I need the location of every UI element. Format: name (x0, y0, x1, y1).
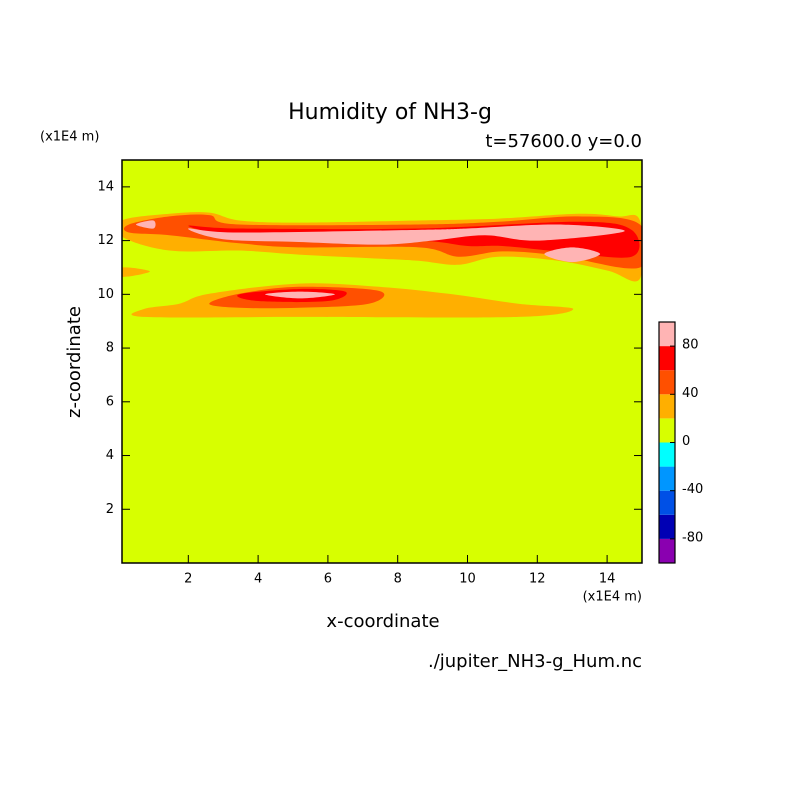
contour-region (188, 224, 625, 245)
contour-region (265, 291, 335, 299)
colorbar-tick-label: 80 (682, 338, 699, 353)
y-tick-label: 2 (106, 502, 114, 517)
colorbar-segment (659, 418, 675, 443)
x-tick-label: 10 (459, 572, 476, 587)
y-tick-label: 12 (97, 233, 114, 248)
colorbar-segment (659, 490, 675, 515)
x-tick-label: 6 (324, 572, 332, 587)
x-tick-label: 14 (599, 572, 616, 587)
colorbar-segment (659, 370, 675, 395)
x-tick-label: 12 (529, 572, 546, 587)
y-tick-label: 10 (97, 287, 114, 302)
chart-subtitle: t=57600.0 y=0.0 (485, 131, 642, 152)
y-unit: (x1E4 m) (40, 130, 99, 145)
y-tick-label: 14 (97, 179, 114, 194)
y-tick-label: 4 (106, 448, 114, 463)
colorbar-segment (659, 346, 675, 371)
y-axis-label: z-coordinate (64, 306, 85, 418)
colorbar-segment (659, 394, 675, 419)
x-tick-label: 4 (254, 572, 262, 587)
y-tick-label: 6 (106, 394, 114, 409)
plot-frame (121, 159, 643, 564)
contour-region (544, 247, 601, 263)
colorbar-tick-label: -40 (682, 482, 703, 497)
colorbar-tick-label: 0 (682, 434, 690, 449)
colorbar-segment (659, 514, 675, 539)
colorbar-segment (659, 538, 675, 563)
colorbar-segment (659, 466, 675, 491)
x-axis-label: x-coordinate (326, 611, 439, 632)
colorbar-tick-label: 40 (682, 386, 699, 401)
chart-title: Humidity of NH3-g (288, 100, 492, 125)
colorbar-segment (659, 322, 675, 347)
contour-region (122, 267, 150, 277)
y-tick-label: 8 (106, 341, 114, 356)
colorbar-tick-label: -80 (682, 530, 703, 545)
x-tick-label: 2 (184, 572, 192, 587)
colorbar-segment (659, 442, 675, 467)
source-file: ./jupiter_NH3-g_Hum.nc (428, 651, 642, 672)
x-unit: (x1E4 m) (583, 590, 642, 605)
contour-region (135, 220, 156, 229)
x-tick-label: 8 (394, 572, 402, 587)
